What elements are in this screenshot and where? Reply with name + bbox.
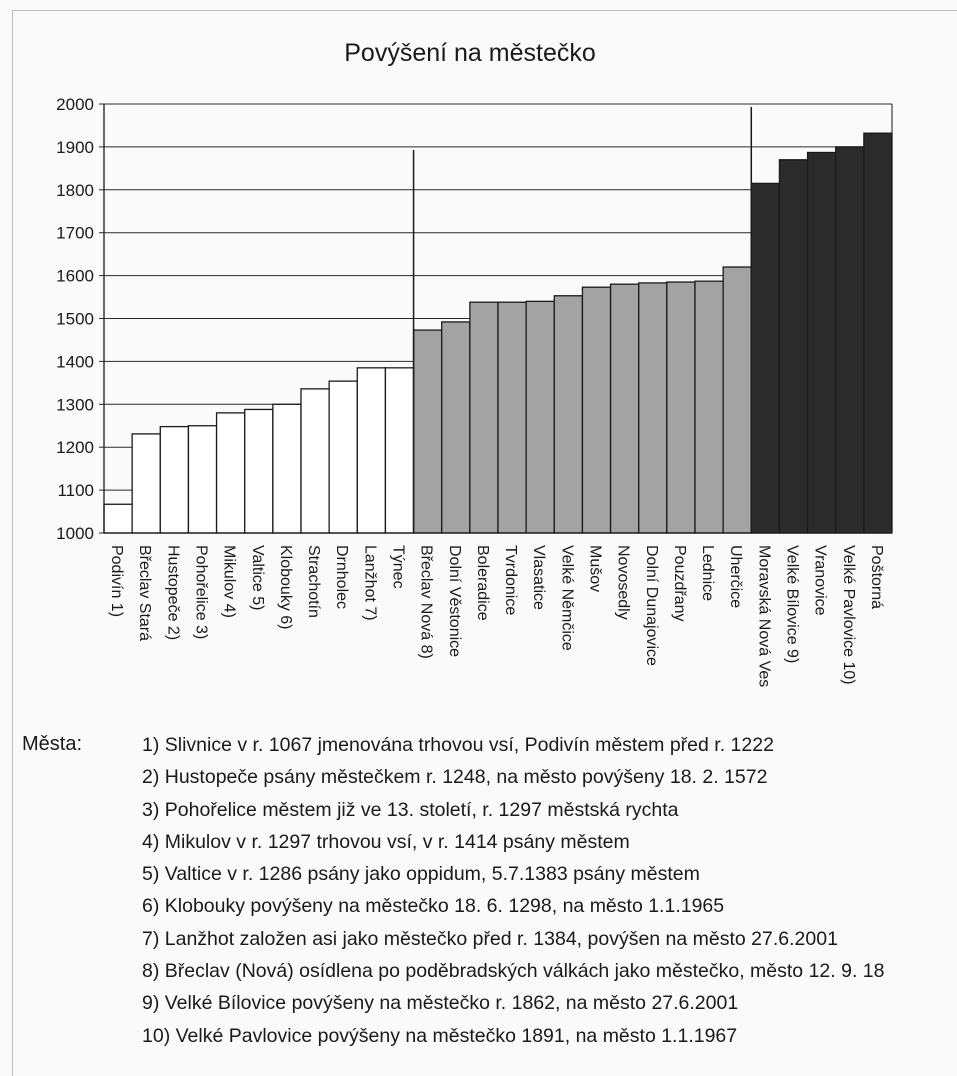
y-tick-label: 1600 xyxy=(56,267,94,286)
y-tick-label: 1700 xyxy=(56,224,94,243)
note-item: 4) Mikulov v r. 1297 trhovou vsí, v r. 1… xyxy=(142,830,630,853)
bar xyxy=(525,300,555,534)
x-tick-label: Hustopeče 2) xyxy=(164,545,181,640)
note-item: 6) Klobouky povýšeny na městečko 18. 6. … xyxy=(142,895,725,918)
y-tick-label: 1800 xyxy=(56,181,94,200)
x-tick-label: Lednice xyxy=(699,545,716,601)
note-item: 3) Pohořelice městem již ve 13. století,… xyxy=(142,798,679,821)
x-tick-label: Dolní Věstonice xyxy=(446,545,463,657)
x-tick-label: Novosedly xyxy=(615,545,632,620)
y-tick-labels: 1000 1100 1200 1300 1400 1500 1600 1700 1800 1900… xyxy=(56,95,94,543)
bar xyxy=(609,283,640,534)
bar xyxy=(722,266,752,534)
bars xyxy=(103,132,893,534)
x-tick-label: Boleradice xyxy=(474,545,491,621)
x-tick-labels: Podivín 1) Břeclav Stará Hustopeče 2) Pohoř… xyxy=(108,545,885,687)
bar xyxy=(863,132,893,534)
y-tick-label: 1000 xyxy=(56,524,94,543)
bar xyxy=(441,321,471,534)
y-tick-label: 1900 xyxy=(56,138,94,157)
x-tick-label: Uherčice xyxy=(727,545,744,608)
x-tick-label: Břeclav Nová 8) xyxy=(418,545,435,659)
y-tick-label: 1100 xyxy=(57,481,94,500)
bar xyxy=(159,425,190,534)
bar xyxy=(553,295,584,534)
bar xyxy=(300,388,330,534)
x-tick-label: Velké Němčice xyxy=(558,545,575,651)
x-tick-label: Tvrdonice xyxy=(502,545,519,615)
bar xyxy=(244,408,274,534)
x-tick-label: Lanžhot 7) xyxy=(361,545,378,621)
x-tick-label: Moravská Nová Ves xyxy=(755,545,772,687)
bar-chart: Povýšení na městečko 1000 1100 1200 1300 140… xyxy=(56,39,893,687)
note-item: 10) Velké Pavlovice povýšeny na městečko… xyxy=(142,1024,738,1047)
x-tick-label: Pohořelice 3) xyxy=(193,545,210,639)
bar xyxy=(384,367,415,534)
x-tick-label: Strachotín xyxy=(305,545,322,618)
bar xyxy=(694,280,724,534)
bar xyxy=(131,433,161,534)
y-tick-label: 2000 xyxy=(56,95,94,114)
x-tick-label: Pouzdřany xyxy=(671,545,688,622)
page-frame xyxy=(12,10,957,1076)
x-tick-label: Velké Bílovice 9) xyxy=(784,545,801,663)
y-tick-label: 1200 xyxy=(56,438,94,457)
bar xyxy=(103,503,133,534)
bar xyxy=(666,281,696,534)
bar xyxy=(835,146,865,534)
bar xyxy=(272,403,302,534)
y-tick-label: 1400 xyxy=(56,352,94,371)
group-dividers xyxy=(412,107,753,533)
x-tick-label: Drnholec xyxy=(333,545,350,609)
bar xyxy=(778,159,809,534)
bar xyxy=(497,301,527,534)
notes-label: Města: xyxy=(22,733,83,755)
x-tick-label: Týnec xyxy=(390,545,407,589)
y-tick-label: 1500 xyxy=(56,310,94,329)
axes xyxy=(103,104,893,534)
bar xyxy=(356,367,387,534)
x-tick-label: Vlasatice xyxy=(530,545,547,610)
y-tick-label: 1300 xyxy=(56,395,94,414)
x-tick-label: Velké Pavlovice 10) xyxy=(840,545,857,685)
x-tick-label: Břeclav Stará xyxy=(136,545,153,641)
note-item: 1) Slivnice v r. 1067 jmenována trhovou … xyxy=(142,734,774,756)
chart-title: Povýšení na městečko xyxy=(344,39,596,67)
bar xyxy=(750,182,781,534)
note-item: 8) Břeclav (Nová) osídlena po poděbradsk… xyxy=(142,960,885,983)
note-item: 2) Hustopeče psány městečkem r. 1248, na… xyxy=(142,766,768,789)
x-tick-label: Mikulov 4) xyxy=(221,545,238,618)
note-item: 7) Lanžhot založen asi jako městečko pře… xyxy=(142,927,838,950)
x-tick-label: Podivín 1) xyxy=(108,545,125,617)
bar xyxy=(215,412,246,534)
note-item: 5) Valtice v r. 1286 psány jako oppidum,… xyxy=(142,863,700,886)
bar xyxy=(469,301,499,534)
bar xyxy=(328,380,358,534)
x-tick-label: Valtice 5) xyxy=(249,545,266,611)
note-item: 9) Velké Bílovice povýšeny na městečko r… xyxy=(142,992,739,1015)
x-tick-label: Dolní Dunajovice xyxy=(643,545,660,666)
notes-list: 1) Slivnice v r. 1067 jmenována trhovou … xyxy=(142,733,884,1056)
bar xyxy=(638,282,668,534)
x-tick-label: Vranovice xyxy=(812,545,829,616)
x-tick-label: Mušov xyxy=(587,545,604,592)
x-tick-label: Klobouky 6) xyxy=(277,545,294,630)
bar xyxy=(412,329,443,534)
bar xyxy=(581,286,612,534)
bar xyxy=(806,151,837,534)
bar xyxy=(187,425,218,534)
x-tick-label: Poštorná xyxy=(868,545,885,609)
